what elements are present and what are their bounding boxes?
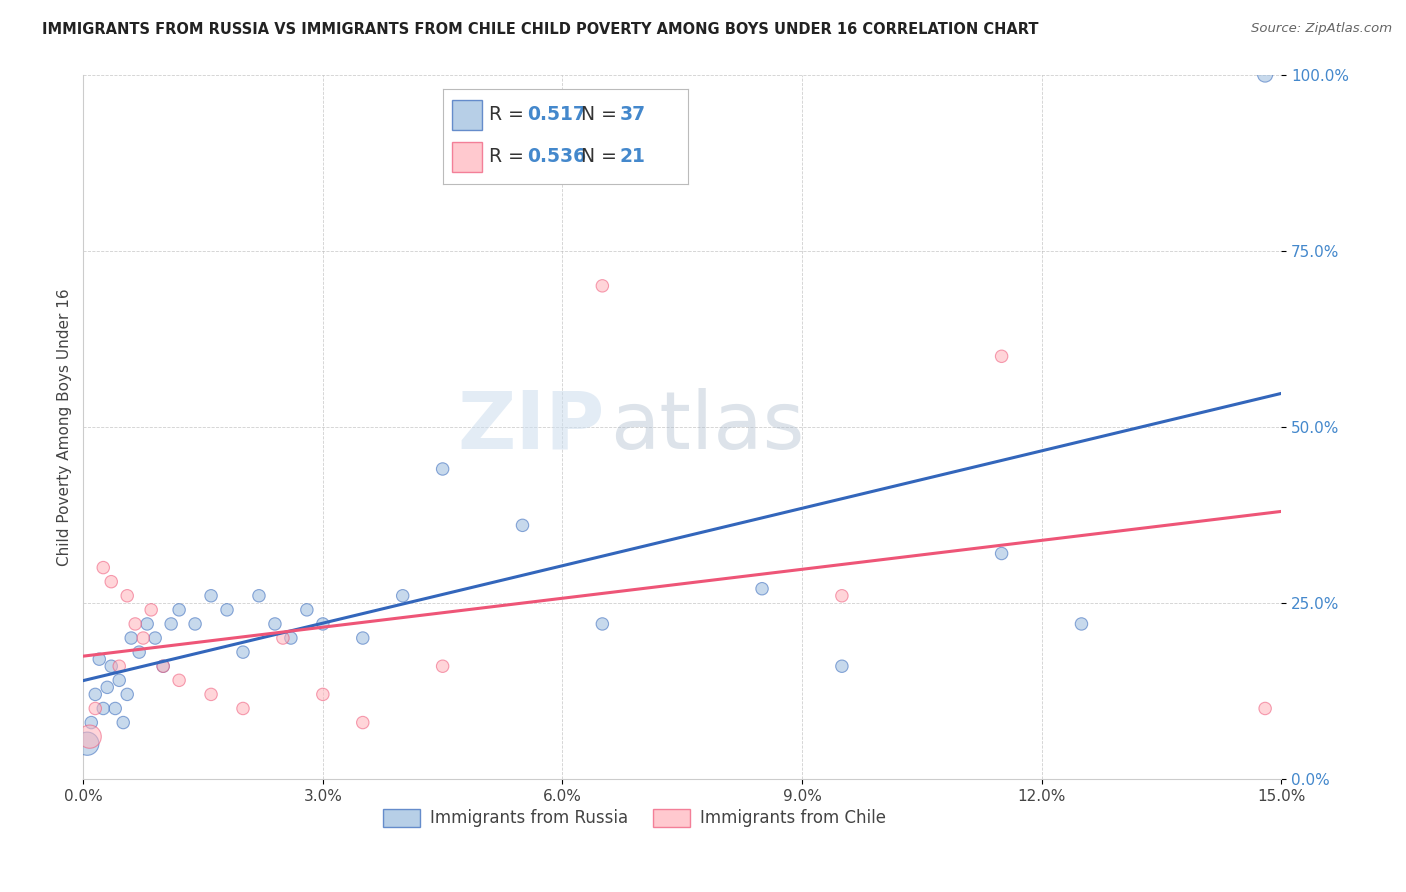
Point <box>115 589 138 603</box>
Point <box>160 616 183 631</box>
Point <box>152 659 174 673</box>
Point <box>89 652 111 666</box>
Point <box>352 715 374 730</box>
Point <box>100 659 122 673</box>
Point <box>167 673 190 688</box>
Text: atlas: atlas <box>610 388 804 466</box>
Point <box>295 603 318 617</box>
Point <box>391 589 413 603</box>
Point <box>108 673 131 688</box>
Point <box>271 631 294 645</box>
Point <box>751 582 773 596</box>
Point <box>124 616 146 631</box>
Point <box>91 560 114 574</box>
Y-axis label: Child Poverty Among Boys Under 16: Child Poverty Among Boys Under 16 <box>58 288 72 566</box>
Point <box>128 645 150 659</box>
Point <box>91 701 114 715</box>
Point <box>115 687 138 701</box>
Point <box>79 730 101 744</box>
Point <box>432 462 454 476</box>
Point <box>152 659 174 673</box>
Point <box>136 616 159 631</box>
Point <box>352 631 374 645</box>
Point <box>184 616 207 631</box>
Point <box>112 715 135 730</box>
Point <box>591 616 613 631</box>
Point <box>1254 701 1277 715</box>
Point <box>100 574 122 589</box>
Point <box>141 603 163 617</box>
Point <box>120 631 142 645</box>
Point <box>1254 68 1277 82</box>
Text: Source: ZipAtlas.com: Source: ZipAtlas.com <box>1251 22 1392 36</box>
Point <box>215 603 238 617</box>
Point <box>280 631 302 645</box>
Point <box>200 589 222 603</box>
Point <box>1070 616 1092 631</box>
Point <box>432 659 454 673</box>
Point <box>990 547 1012 561</box>
Point <box>232 701 254 715</box>
Point <box>512 518 534 533</box>
Point <box>990 349 1012 363</box>
Point <box>312 616 335 631</box>
Point <box>80 715 103 730</box>
Point <box>96 681 118 695</box>
Point <box>132 631 155 645</box>
Point <box>200 687 222 701</box>
Point <box>591 278 613 293</box>
Text: ZIP: ZIP <box>457 388 605 466</box>
Point <box>312 687 335 701</box>
Point <box>831 659 853 673</box>
Point <box>104 701 127 715</box>
Text: IMMIGRANTS FROM RUSSIA VS IMMIGRANTS FROM CHILE CHILD POVERTY AMONG BOYS UNDER 1: IMMIGRANTS FROM RUSSIA VS IMMIGRANTS FRO… <box>42 22 1039 37</box>
Point <box>143 631 166 645</box>
Point <box>264 616 287 631</box>
Point <box>232 645 254 659</box>
Point <box>247 589 270 603</box>
Point <box>76 737 98 751</box>
Point <box>84 687 107 701</box>
Point <box>831 589 853 603</box>
Point <box>84 701 107 715</box>
Legend: Immigrants from Russia, Immigrants from Chile: Immigrants from Russia, Immigrants from … <box>377 802 893 834</box>
Point <box>167 603 190 617</box>
Point <box>108 659 131 673</box>
